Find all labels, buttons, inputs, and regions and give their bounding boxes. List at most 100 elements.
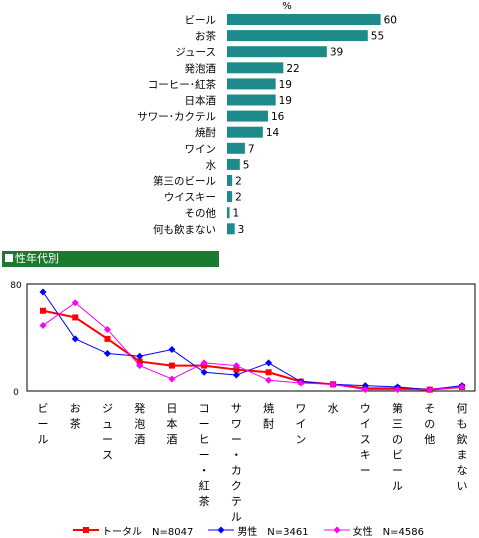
legend-label: 男性 N=3461 bbox=[237, 526, 309, 538]
bar-category-label: サワー･カクテル bbox=[137, 111, 216, 123]
data-point bbox=[458, 383, 466, 391]
y-tick-label: 80 bbox=[10, 281, 22, 291]
x-tick-label: ジュース bbox=[102, 402, 113, 462]
bar bbox=[227, 223, 235, 235]
legend-label: トータル N=8047 bbox=[102, 526, 194, 538]
bar-value-label: 39 bbox=[330, 47, 343, 59]
bar bbox=[227, 110, 268, 122]
bar-category-label: 日本酒 bbox=[185, 94, 217, 107]
bar bbox=[227, 14, 381, 25]
x-tick-label: サワー・カクテル bbox=[231, 402, 242, 523]
data-point bbox=[103, 350, 111, 358]
bar bbox=[227, 94, 276, 106]
data-point bbox=[72, 314, 79, 321]
data-point bbox=[265, 359, 273, 367]
square-icon bbox=[5, 254, 13, 262]
bar bbox=[227, 62, 284, 74]
data-point bbox=[136, 362, 144, 370]
data-point bbox=[232, 371, 240, 379]
data-point bbox=[136, 352, 144, 360]
bar-category-label: 水 bbox=[206, 159, 217, 171]
bar-category-label: 第三のビール bbox=[153, 175, 216, 188]
bar bbox=[227, 158, 240, 170]
legend-label: 女性 N=4586 bbox=[352, 526, 424, 538]
series-line bbox=[42, 291, 463, 391]
bar bbox=[227, 126, 263, 138]
bar-value-label: 14 bbox=[266, 127, 280, 139]
bar bbox=[227, 30, 368, 42]
bar-category-label: ウイスキー bbox=[164, 192, 216, 204]
bar-category-label: ビール bbox=[185, 15, 217, 27]
x-tick-label: 何も飲まない bbox=[457, 402, 468, 493]
data-point bbox=[265, 376, 273, 384]
x-tick-label: コーヒー・紅茶 bbox=[199, 402, 210, 508]
bar-value-label: 2 bbox=[235, 176, 242, 188]
bar bbox=[227, 46, 327, 58]
x-tick-label: ビール bbox=[38, 402, 49, 446]
data-point bbox=[39, 321, 47, 329]
legend-swatch bbox=[208, 526, 235, 534]
data-point bbox=[232, 362, 240, 370]
bar-category-label: 焼酎 bbox=[195, 126, 216, 139]
bar-value-label: 5 bbox=[243, 159, 250, 171]
data-point bbox=[39, 288, 47, 296]
bar-value-label: 19 bbox=[279, 95, 292, 107]
plot-area bbox=[26, 283, 476, 392]
y-tick-label: 0 bbox=[13, 388, 19, 398]
bar-value-label: 22 bbox=[286, 63, 299, 75]
bar-category-label: ジュース bbox=[175, 47, 216, 59]
data-point bbox=[200, 359, 208, 367]
x-tick-label: 発泡酒 bbox=[134, 401, 145, 446]
bar-category-label: 発泡酒 bbox=[185, 62, 217, 75]
bar bbox=[227, 191, 233, 203]
x-tick-label: 第三のビール bbox=[392, 401, 403, 493]
bar-category-label: ワイン bbox=[185, 143, 217, 155]
bar-value-label: 55 bbox=[371, 31, 384, 43]
bar bbox=[227, 175, 233, 186]
data-point bbox=[297, 379, 305, 387]
data-point bbox=[71, 335, 79, 343]
x-tick-label: お茶 bbox=[70, 402, 81, 431]
data-point bbox=[71, 299, 79, 307]
bar-value-label: 2 bbox=[235, 192, 242, 204]
data-point bbox=[200, 368, 208, 376]
bar-value-label: 7 bbox=[248, 143, 255, 155]
data-point bbox=[104, 335, 111, 342]
bar-value-label: 19 bbox=[279, 79, 292, 91]
x-tick-label: 水 bbox=[328, 402, 339, 415]
data-point bbox=[233, 366, 240, 373]
data-point bbox=[168, 375, 176, 383]
bar bbox=[227, 142, 245, 154]
line-chart: 80 0 ビール お茶 ジュース 発泡酒 日本酒 コーヒー・紅茶 サワー・カクテル 焼酎 ワイン 水 ウ… bbox=[10, 281, 476, 523]
bar bbox=[227, 207, 230, 219]
bar-value-label: 16 bbox=[271, 111, 285, 123]
data-point bbox=[103, 325, 111, 333]
bar-category-label: お茶 bbox=[195, 30, 216, 43]
section-title: 性年代別 bbox=[15, 252, 59, 265]
bar-value-label: 1 bbox=[233, 208, 240, 220]
legend-item: トータル N=8047 bbox=[72, 523, 193, 538]
data-point bbox=[168, 362, 175, 369]
bar-category-label: 何も飲まない bbox=[153, 223, 216, 236]
x-tick-label: ウイスキー bbox=[360, 402, 371, 477]
percent-unit-label: % bbox=[282, 1, 292, 12]
data-point bbox=[329, 380, 337, 388]
x-tick-label: その他 bbox=[424, 402, 435, 446]
data-point bbox=[361, 382, 369, 390]
data-point bbox=[426, 386, 434, 394]
data-point bbox=[168, 346, 176, 354]
x-tick-label: 日本酒 bbox=[166, 402, 177, 446]
data-point bbox=[394, 386, 402, 394]
bar-category-label: その他 bbox=[185, 207, 217, 220]
x-tick-label: 焼酎 bbox=[263, 402, 274, 431]
data-point bbox=[136, 358, 143, 365]
legend-swatch bbox=[323, 526, 350, 534]
legend-item: 男性 N=3461 bbox=[207, 523, 309, 538]
series-line bbox=[42, 302, 463, 391]
bar-value-label: 3 bbox=[238, 224, 245, 236]
bar-category-label: コーヒー･紅茶 bbox=[148, 78, 217, 91]
data-point bbox=[361, 386, 369, 394]
data-point bbox=[40, 307, 46, 314]
bar bbox=[227, 78, 276, 90]
